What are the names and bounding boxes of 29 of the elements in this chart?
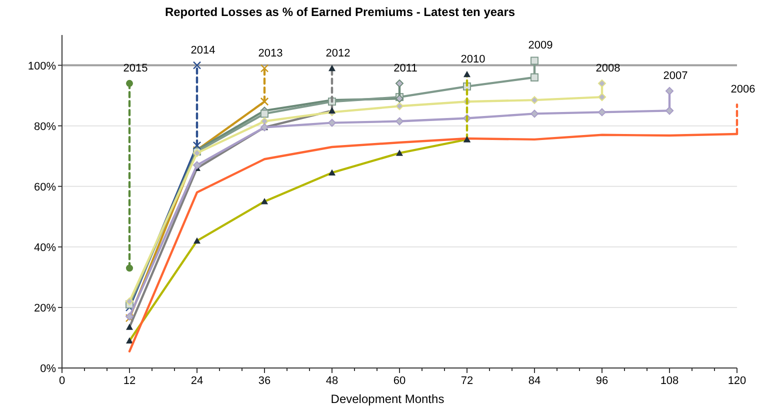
series-label: 2013 xyxy=(258,47,283,60)
y-tick-label: 0% xyxy=(40,363,56,375)
x-tick-label: 0 xyxy=(58,375,66,387)
x-tick-label: 84 xyxy=(528,375,541,387)
series-label: 2008 xyxy=(596,62,620,74)
series-label: 2010 xyxy=(460,53,486,66)
x-tick-label: 60 xyxy=(393,375,406,387)
series-label: 2006 xyxy=(730,84,756,96)
x-tick-label: 48 xyxy=(326,375,338,387)
series-label: 2007 xyxy=(663,70,688,82)
y-tick-label: 80% xyxy=(34,120,56,133)
chart-title: Reported Losses as % of Earned Premiums - Latest ten years xyxy=(164,5,516,19)
x-tick-label: 12 xyxy=(123,375,136,387)
y-tick-label: 40% xyxy=(34,242,56,254)
x-tick-label: 108 xyxy=(660,375,679,387)
y-tick-label: 60% xyxy=(34,181,56,194)
series-label: 2012 xyxy=(326,47,350,60)
x-axis-title: Development Months xyxy=(330,392,444,406)
series-label: 2014 xyxy=(190,44,216,56)
x-tick-label: 24 xyxy=(190,375,204,387)
x-tick-label: 72 xyxy=(460,375,474,387)
y-tick-label: 20% xyxy=(34,302,56,314)
x-tick-label: 120 xyxy=(728,375,746,387)
series-label: 2015 xyxy=(123,62,148,74)
y-tick-label: 100% xyxy=(28,60,56,72)
x-tick-label: 36 xyxy=(258,375,271,387)
x-tick-label: 96 xyxy=(596,375,608,387)
series-label: 2009 xyxy=(528,40,553,52)
series-label: 2011 xyxy=(394,62,418,74)
